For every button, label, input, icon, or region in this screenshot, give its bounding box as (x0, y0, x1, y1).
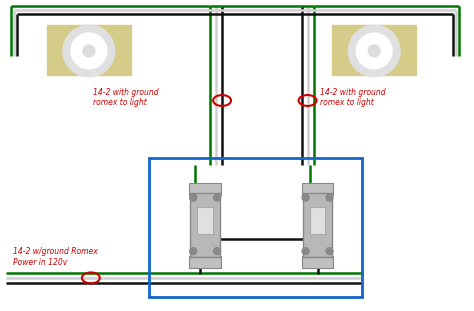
Circle shape (348, 25, 400, 77)
Circle shape (326, 194, 333, 201)
Bar (189, 256, 221, 268)
Circle shape (63, 25, 115, 77)
Circle shape (190, 248, 197, 255)
Circle shape (302, 248, 309, 255)
Circle shape (214, 248, 220, 255)
Circle shape (190, 194, 197, 201)
Circle shape (71, 33, 107, 69)
Bar (148, 158, 362, 297)
Bar (197, 207, 213, 234)
Bar (47, 25, 131, 75)
Text: 14-2 w/ground Romex
Power in 120v: 14-2 w/ground Romex Power in 120v (13, 247, 98, 267)
Text: 14-2 with ground
romex to light: 14-2 with ground romex to light (93, 88, 158, 107)
Bar (301, 183, 333, 195)
Bar (302, 193, 332, 257)
Text: 14-2 with ground
romex to light: 14-2 with ground romex to light (319, 88, 385, 107)
Circle shape (214, 194, 220, 201)
Bar (310, 207, 326, 234)
Bar (301, 256, 333, 268)
Circle shape (368, 45, 380, 57)
Bar (190, 193, 220, 257)
Circle shape (356, 33, 392, 69)
Bar (332, 25, 416, 75)
Circle shape (83, 45, 95, 57)
Bar (189, 183, 221, 195)
Circle shape (302, 194, 309, 201)
Circle shape (326, 248, 333, 255)
